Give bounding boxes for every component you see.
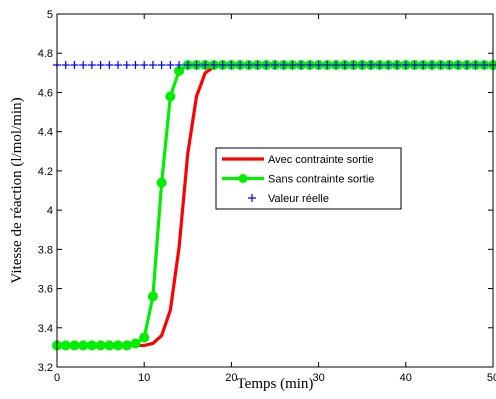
data-point <box>61 60 70 69</box>
data-point <box>175 60 184 69</box>
data-point <box>358 60 367 69</box>
data-point <box>445 60 454 69</box>
data-point <box>139 332 150 343</box>
y-tick-label: 3.2 <box>38 362 53 374</box>
data-point <box>209 60 218 69</box>
data-point <box>218 60 227 69</box>
data-point <box>480 60 489 69</box>
data-point <box>314 60 323 69</box>
data-point <box>114 60 123 69</box>
data-point <box>96 60 105 69</box>
y-tick-label: 4.4 <box>38 127 53 139</box>
x-tick-label: 50 <box>487 372 496 384</box>
data-point <box>79 60 88 69</box>
legend-label: Sans contrainte sortie <box>268 174 374 186</box>
data-point <box>95 340 106 351</box>
y-axis-label: Vitesse de réaction (l/mol/min) <box>9 97 25 283</box>
y-axis-ticks: 3.2 3.4 3.6 3.8 4 4.2 4.4 4.6 4.8 5 <box>38 9 493 374</box>
legend-entry: Avec contrainte sortie <box>222 154 374 166</box>
data-point <box>87 60 96 69</box>
data-point <box>60 340 71 351</box>
data-point <box>375 60 384 69</box>
legend-entry: Valeur réelle <box>248 193 329 205</box>
x-axis-label: Temps (min) <box>237 376 314 392</box>
data-point <box>323 60 332 69</box>
data-point <box>244 60 253 69</box>
data-point <box>165 91 176 102</box>
data-point <box>122 60 131 69</box>
data-point <box>462 60 471 69</box>
data-point <box>471 60 480 69</box>
data-point <box>305 60 314 69</box>
plot-frame <box>56 13 494 368</box>
data-point <box>253 60 262 69</box>
legend-label: Valeur réelle <box>268 193 329 205</box>
data-point <box>262 60 271 69</box>
data-point <box>121 340 132 351</box>
data-point <box>192 60 201 69</box>
y-tick-label: 5 <box>47 9 53 21</box>
data-point <box>105 60 114 69</box>
legend-swatch <box>248 194 256 202</box>
y-tick-label: 3.4 <box>38 323 53 335</box>
x-axis-ticks: 0 10 20 30 40 50 <box>54 14 496 384</box>
data-point <box>340 60 349 69</box>
x-tick-label: 30 <box>312 372 324 384</box>
x-tick-label: 40 <box>400 372 412 384</box>
y-tick-label: 4.2 <box>38 166 53 178</box>
y-tick-label: 4.8 <box>38 48 53 60</box>
data-point <box>140 60 149 69</box>
data-point <box>201 60 210 69</box>
data-point <box>436 60 445 69</box>
data-point <box>410 60 419 69</box>
data-point <box>78 340 89 351</box>
legend-marker <box>238 174 248 183</box>
data-point <box>279 60 288 69</box>
data-point <box>427 60 436 69</box>
data-point <box>86 340 97 351</box>
data-point <box>288 60 297 69</box>
data-point <box>236 60 245 69</box>
data-point <box>271 60 279 69</box>
legend-label: Avec contrainte sortie <box>268 154 374 166</box>
data-point <box>419 60 428 69</box>
data-point <box>130 338 141 349</box>
data-point <box>332 60 341 69</box>
data-point <box>384 60 393 69</box>
data-point <box>104 340 115 351</box>
data-point <box>113 340 124 351</box>
data-point <box>366 60 375 69</box>
y-tick-label: 3.8 <box>38 244 53 256</box>
x-tick-label: 10 <box>138 372 150 384</box>
data-point <box>70 60 79 69</box>
legend-entry: Sans contrainte sortie <box>222 174 374 186</box>
x-tick-label: 0 <box>54 372 60 384</box>
data-point <box>393 60 402 69</box>
series-2 <box>53 60 496 69</box>
data-point <box>131 60 140 69</box>
data-point <box>69 340 80 351</box>
data-point <box>166 60 175 69</box>
data-point <box>401 60 410 69</box>
y-tick-label: 4.6 <box>38 87 53 99</box>
data-point <box>297 60 306 69</box>
data-point <box>183 60 192 69</box>
data-point <box>147 291 158 302</box>
legend: Avec contrainte sortie Sans contrainte so… <box>215 147 402 210</box>
data-point <box>227 60 236 69</box>
y-tick-label: 4 <box>47 205 53 217</box>
data-point <box>454 60 463 69</box>
plot-area <box>52 59 496 351</box>
x-tick-label: 20 <box>225 372 237 384</box>
data-point <box>349 60 358 69</box>
data-point <box>148 60 157 69</box>
y-tick-label: 3.6 <box>38 284 53 296</box>
data-point <box>157 60 166 69</box>
data-point <box>156 177 167 188</box>
